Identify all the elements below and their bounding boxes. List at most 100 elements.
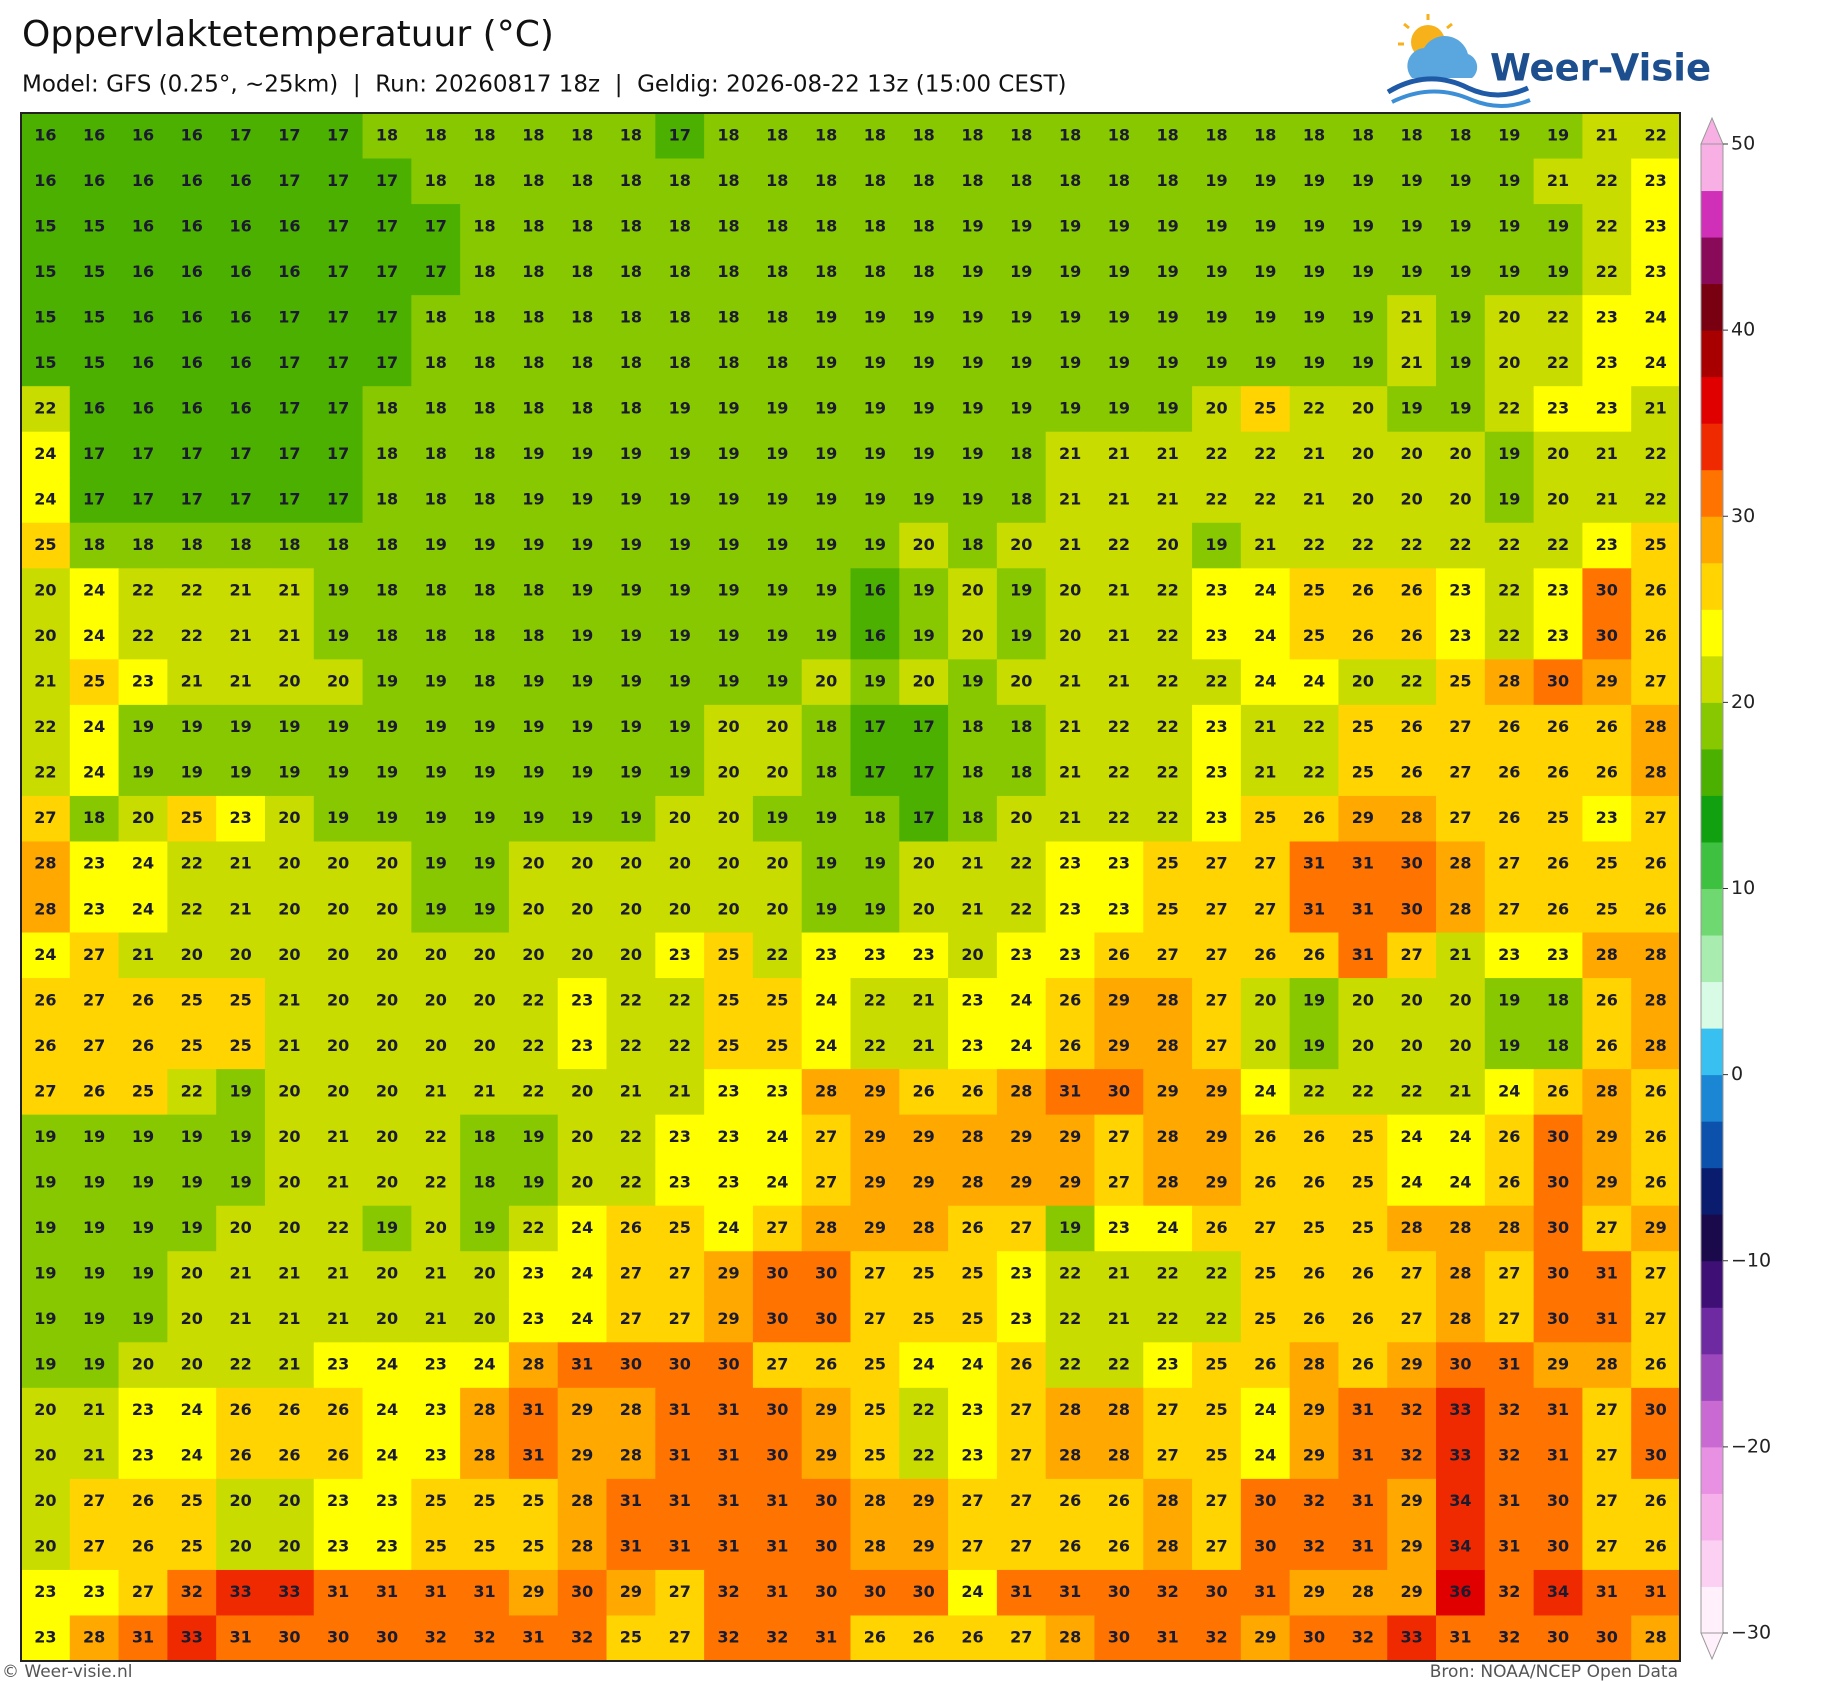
temperature-cell bbox=[948, 1069, 998, 1116]
temperature-label: 25 bbox=[1205, 1400, 1227, 1419]
temperature-label: 21 bbox=[1059, 808, 1081, 827]
temperature-cell bbox=[264, 1296, 315, 1343]
temperature-label: 20 bbox=[522, 945, 544, 964]
temperature-cell bbox=[1631, 113, 1681, 160]
temperature-label: 18 bbox=[620, 216, 642, 235]
temperature-cell bbox=[606, 340, 656, 387]
temperature-label: 18 bbox=[913, 125, 935, 144]
logo: Weer-Visie bbox=[1386, 14, 1711, 108]
colorbar-band bbox=[1701, 1539, 1723, 1587]
temperature-label: 21 bbox=[425, 1309, 447, 1328]
temperature-label: 24 bbox=[83, 763, 105, 782]
temperature-label: 18 bbox=[376, 398, 398, 417]
temperature-cell bbox=[850, 204, 900, 251]
temperature-cell bbox=[948, 659, 998, 706]
temperature-cell bbox=[557, 158, 608, 205]
temperature-cell bbox=[606, 1342, 656, 1389]
temperature-label: 27 bbox=[669, 1309, 691, 1328]
temperature-cell bbox=[655, 158, 705, 205]
temperature-label: 26 bbox=[1059, 1537, 1081, 1556]
temperature-cell bbox=[1240, 1114, 1291, 1161]
temperature-label: 30 bbox=[766, 1264, 788, 1283]
temperature-cell bbox=[704, 659, 754, 706]
temperature-cell bbox=[704, 1387, 754, 1434]
temperature-label: 21 bbox=[327, 1127, 349, 1146]
temperature-label: 27 bbox=[961, 1537, 983, 1556]
temperature-label: 18 bbox=[425, 581, 447, 600]
temperature-cell bbox=[801, 1387, 852, 1434]
temperature-cell bbox=[69, 704, 120, 752]
temperature-label: 18 bbox=[376, 444, 398, 463]
temperature-label: 24 bbox=[571, 1264, 593, 1283]
temperature-label: 23 bbox=[376, 1537, 398, 1556]
temperature-cell bbox=[508, 1160, 559, 1207]
temperature-label: 21 bbox=[1108, 581, 1130, 600]
temperature-label: 25 bbox=[1596, 899, 1618, 918]
temperature-cell bbox=[899, 1023, 949, 1070]
temperature-cell bbox=[264, 1205, 315, 1252]
temperature-label: 20 bbox=[278, 1491, 300, 1510]
temperature-cell bbox=[948, 340, 998, 387]
temperature-label: 27 bbox=[1254, 1218, 1276, 1237]
temperature-cell bbox=[996, 113, 1047, 160]
temperature-cell bbox=[1387, 295, 1437, 342]
colorbar-band bbox=[1701, 795, 1723, 843]
temperature-label: 27 bbox=[1400, 945, 1422, 964]
temperature-cell bbox=[1192, 1251, 1242, 1298]
temperature-cell bbox=[1045, 386, 1096, 433]
temperature-label: 24 bbox=[766, 1127, 788, 1146]
temperature-cell bbox=[313, 431, 364, 478]
temperature-cell bbox=[1631, 295, 1681, 342]
temperature-cell bbox=[1240, 1160, 1291, 1207]
temperature-cell bbox=[1533, 659, 1584, 706]
temperature-label: 24 bbox=[1400, 1127, 1422, 1146]
temperature-label: 18 bbox=[473, 216, 495, 235]
temperature-label: 20 bbox=[961, 626, 983, 645]
temperature-cell bbox=[1143, 1160, 1193, 1207]
temperature-cell bbox=[362, 978, 412, 1025]
temperature-label: 18 bbox=[473, 444, 495, 463]
temperature-label: 31 bbox=[1352, 1446, 1374, 1465]
temperature-label: 26 bbox=[1352, 1264, 1374, 1283]
temperature-cell bbox=[1533, 1114, 1584, 1161]
temperature-label: 19 bbox=[132, 1127, 154, 1146]
temperature-cell bbox=[704, 204, 754, 251]
temperature-cell bbox=[1484, 1205, 1535, 1252]
temperature-label: 19 bbox=[327, 626, 349, 645]
temperature-label: 19 bbox=[34, 1218, 56, 1237]
temperature-label: 29 bbox=[1352, 808, 1374, 827]
temperature-label: 27 bbox=[1644, 808, 1666, 827]
temperature-label: 20 bbox=[278, 1537, 300, 1556]
temperature-cell bbox=[21, 204, 71, 251]
temperature-cell bbox=[996, 1114, 1047, 1161]
temperature-label: 19 bbox=[1498, 125, 1520, 144]
temperature-label: 19 bbox=[571, 535, 593, 554]
temperature-cell bbox=[508, 932, 559, 979]
temperature-label: 20 bbox=[473, 945, 495, 964]
temperature-label: 18 bbox=[620, 353, 642, 372]
temperature-cell bbox=[1631, 1114, 1681, 1161]
temperature-cell bbox=[557, 887, 608, 934]
temperature-label: 20 bbox=[181, 1264, 203, 1283]
colorbar-extend-bottom bbox=[1700, 1632, 1724, 1661]
temperature-label: 25 bbox=[1644, 535, 1666, 554]
temperature-cell bbox=[1387, 113, 1437, 160]
temperature-label: 18 bbox=[522, 171, 544, 190]
temperature-label: 23 bbox=[425, 1355, 447, 1374]
temperature-label: 25 bbox=[181, 808, 203, 827]
temperature-cell bbox=[704, 477, 754, 524]
temperature-cell bbox=[850, 386, 900, 433]
temperature-label: 22 bbox=[1547, 353, 1569, 372]
temperature-label: 18 bbox=[571, 307, 593, 326]
temperature-cell bbox=[948, 431, 998, 478]
temperature-label: 30 bbox=[1596, 581, 1618, 600]
temperature-cell bbox=[752, 386, 803, 433]
temperature-cell bbox=[1484, 659, 1535, 706]
temperature-label: 28 bbox=[1157, 1491, 1179, 1510]
temperature-label: 30 bbox=[571, 1582, 593, 1601]
temperature-label: 19 bbox=[473, 854, 495, 873]
temperature-label: 18 bbox=[766, 307, 788, 326]
temperature-label: 26 bbox=[1352, 1309, 1374, 1328]
temperature-label: 30 bbox=[864, 1582, 886, 1601]
temperature-label: 24 bbox=[34, 490, 56, 509]
